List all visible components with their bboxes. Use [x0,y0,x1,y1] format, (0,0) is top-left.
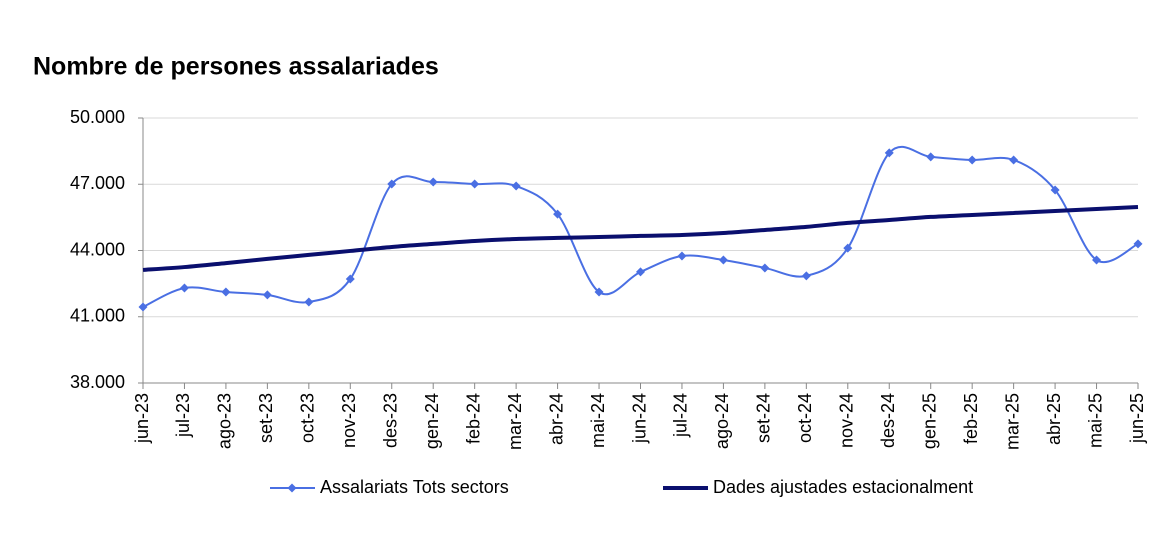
marker [138,302,148,312]
x-tick-label: mar-25 [1002,393,1022,450]
marker [967,155,977,165]
x-tick-label: gen-24 [422,393,442,449]
y-tick-label: 41.000 [70,306,125,326]
marker [1092,255,1102,265]
marker [262,290,272,300]
y-tick-label: 50.000 [70,107,125,127]
marker [926,152,936,162]
x-tick-label: ago-24 [712,393,732,449]
y-tick-label: 38.000 [70,372,125,392]
marker [1133,239,1143,249]
marker [345,274,355,284]
x-tick-label: des-23 [381,393,401,448]
marker [221,287,231,297]
x-tick-label: des-24 [878,393,898,448]
x-tick-label: set-24 [754,393,774,443]
marker [718,255,728,265]
marker [553,209,563,219]
series-line [142,204,1139,272]
marker [594,287,604,297]
x-tick-label: mai-25 [1085,393,1105,448]
x-tick-label: ago-23 [215,393,235,449]
legend-label: Assalariats Tots sectors [320,477,509,497]
y-tick-label: 47.000 [70,173,125,193]
x-tick-label: mai-24 [588,393,608,448]
x-tick-label: gen-25 [919,393,939,449]
marker [884,148,894,158]
marker [760,263,770,273]
marker [470,179,480,189]
x-tick-label: set-23 [256,393,276,443]
x-tick-label: jun-23 [132,393,152,444]
x-tick-label: feb-25 [961,393,981,444]
x-tick-label: nov-24 [837,393,857,448]
marker [304,297,314,307]
series-line [142,145,1139,308]
x-tick-label: oct-24 [795,393,815,443]
x-tick-label: oct-23 [298,393,318,443]
x-tick-label: abr-24 [546,393,566,445]
marker [1009,155,1019,165]
marker [387,179,397,189]
x-tick-label: jul-23 [173,393,193,438]
x-tick-label: nov-23 [339,393,359,448]
marker [677,251,687,261]
x-tick-label: feb-24 [463,393,483,444]
marker [511,181,521,191]
y-tick-label: 44.000 [70,239,125,259]
marker [428,177,438,187]
x-tick-label: abr-25 [1044,393,1064,445]
x-tick-label: jun-24 [629,393,649,444]
marker [1050,185,1060,195]
x-tick-label: jun-25 [1127,393,1147,444]
legend-label: Dades ajustades estacionalment [713,477,973,497]
marker [843,243,853,253]
marker [179,283,189,293]
chart-title: Nombre de persones assalariades [33,53,439,81]
legend-marker [287,483,297,493]
marker [636,267,645,277]
x-tick-label: jul-24 [671,393,691,438]
x-tick-label: mar-24 [505,393,525,450]
marker [801,271,811,281]
